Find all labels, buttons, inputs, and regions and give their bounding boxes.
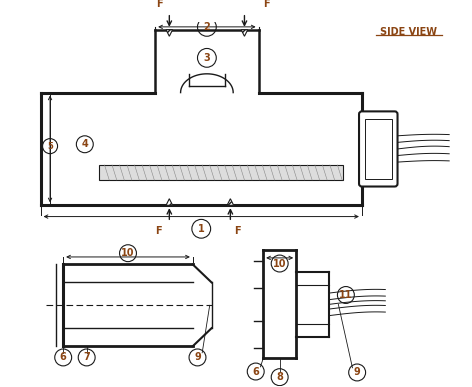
Polygon shape [166, 30, 173, 36]
Text: 10: 10 [273, 259, 287, 269]
Polygon shape [166, 199, 173, 205]
Text: 9: 9 [194, 353, 201, 363]
Text: 10: 10 [121, 248, 135, 258]
Text: F: F [235, 226, 241, 236]
Text: 5: 5 [47, 142, 53, 151]
Text: 3: 3 [203, 53, 210, 63]
Text: 6: 6 [60, 353, 67, 363]
Polygon shape [241, 30, 248, 36]
Text: 11: 11 [339, 290, 353, 300]
Text: F: F [263, 0, 270, 9]
Polygon shape [227, 199, 234, 205]
Text: 9: 9 [354, 368, 361, 377]
Text: 2: 2 [203, 22, 210, 32]
Text: 6: 6 [253, 366, 259, 377]
Text: F: F [157, 0, 163, 9]
Text: SIDE VIEW: SIDE VIEW [380, 27, 437, 36]
Text: 8: 8 [276, 372, 283, 382]
Text: F: F [155, 226, 161, 236]
FancyBboxPatch shape [359, 111, 397, 187]
Bar [99, 165, 343, 180]
Bar [365, 119, 392, 179]
Text: 1: 1 [198, 224, 205, 234]
Text: 7: 7 [83, 353, 90, 363]
Text: 4: 4 [82, 139, 88, 149]
